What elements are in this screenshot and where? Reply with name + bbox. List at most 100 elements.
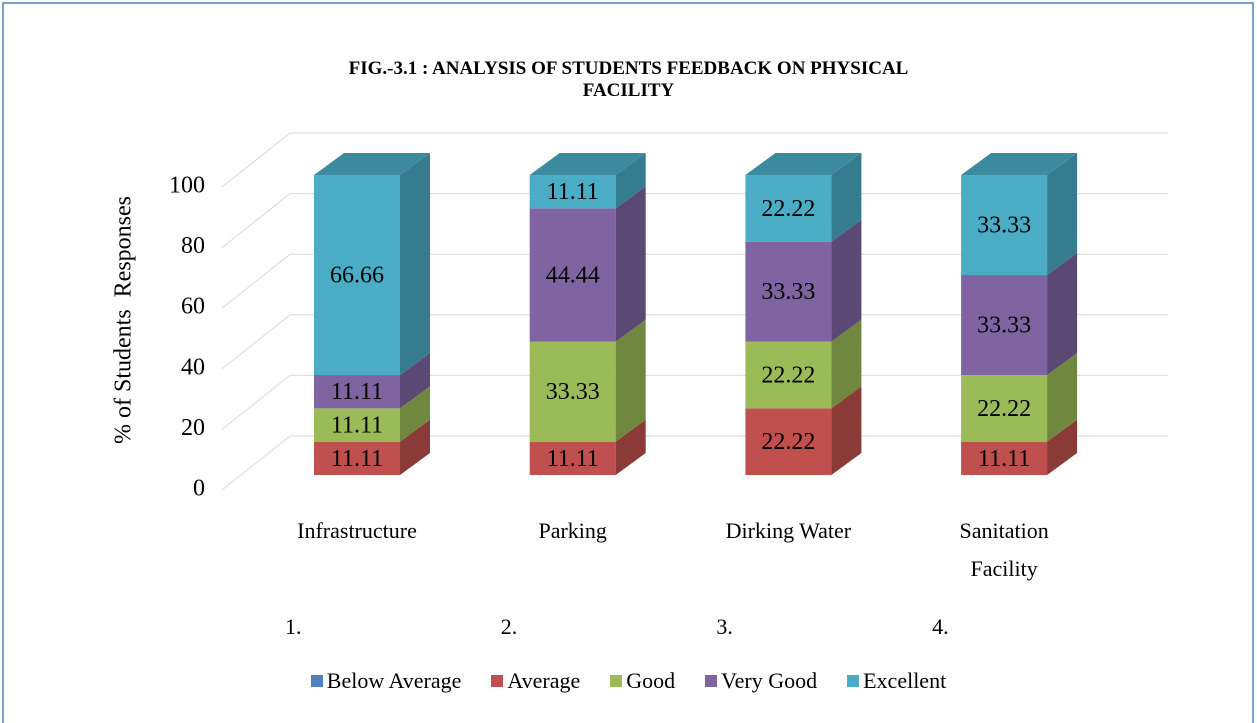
bar-segment [314,153,430,376]
bar-side [400,153,430,376]
bar-front [529,441,616,475]
bar-side [615,319,646,442]
bar-segment [529,419,646,475]
grid-line [221,314,1168,370]
legend-item: Good [610,668,675,694]
bar-front [745,341,832,409]
bar-front [314,441,400,475]
legend-item: Below Average [310,668,462,694]
legend-swatch [610,675,623,687]
bar-side [831,386,862,475]
bar-segment [961,419,1078,475]
y-tick-label: 60 [181,294,205,320]
legend-label: Average [507,668,581,693]
x-tick-label: Dirking Water [725,518,852,543]
bar-side [831,153,862,242]
bar-segment [961,153,1078,276]
legend-swatch [491,675,504,687]
data-label: 22.22 [977,396,1031,422]
data-label: 11.11 [547,179,599,205]
bar-segment [745,153,862,242]
bar-side [615,419,646,475]
grid-line [221,132,1168,188]
bar-segment [314,386,430,442]
bar-front [314,175,400,376]
data-label: 33.33 [977,313,1031,339]
legend-swatch [705,675,718,687]
data-label: 11.11 [331,379,383,405]
x-tick-label: Sanitation Facility [959,518,1049,581]
bar-front [961,375,1048,442]
category-number: 4. [932,614,949,639]
legend: Below Average Average Good Very Good Excelle… [0,668,1257,694]
bar-front [314,408,400,442]
bar-side [1047,419,1078,475]
grid-line [221,193,1168,248]
grid-line [221,435,1168,491]
bar-top [745,153,862,176]
grid-line [221,253,1168,309]
bar-top [961,153,1078,176]
data-label: 22.22 [761,363,815,389]
category-number: 1. [285,614,302,639]
bar-front [529,341,616,442]
bar-segment [529,319,646,442]
bar-segment [745,219,862,342]
chart-title: FIG.-3.1 : ANALYSIS OF STUDENTS FEEDBACK… [348,58,909,101]
bar-segment [314,353,430,409]
y-tick-label: 20 [181,415,205,441]
x-tick-label: Parking [538,518,607,543]
legend-label: Good [626,668,676,693]
legend-label: Very Good [721,668,818,693]
data-label: 44.44 [546,263,600,289]
category-number: 3. [716,614,733,639]
bar-front [961,441,1048,475]
bar-side [615,153,646,209]
bar-top [529,153,646,176]
bar-front [745,408,832,475]
bar-side [400,419,430,475]
bar-segment [961,353,1078,442]
data-label: 33.33 [977,213,1031,239]
data-label: 22.22 [761,429,815,455]
bar-side [1047,353,1078,442]
bar-side [1047,153,1078,276]
legend-item: Average [491,668,580,694]
bar-front [529,208,616,342]
bar-segment [529,186,646,342]
bar-segment [529,153,646,209]
y-tick-label: 0 [193,476,205,502]
data-label: 11.11 [978,446,1030,472]
y-tick-label: 40 [181,354,205,380]
data-label: 33.33 [761,279,815,305]
legend-label: Excellent [863,668,947,693]
data-label: 11.11 [547,446,599,472]
bar-front [745,175,832,242]
legend-label: Below Average [326,668,462,693]
bar-front [529,175,616,209]
y-tick-label: 100 [169,173,205,199]
bar-segment [745,319,862,409]
y-axis-title: % of Students Responses [111,196,137,444]
bar-side [615,186,646,342]
bar-front [745,241,832,342]
bar-side [831,319,862,409]
data-label: 33.33 [546,379,600,405]
data-label: 11.11 [331,413,383,439]
bar-side [400,353,430,409]
bar-front [314,375,400,409]
data-label: 22.22 [761,196,815,222]
bar-front [961,175,1048,276]
legend-swatch [847,675,860,687]
grid-line [221,374,1168,430]
data-label: 66.66 [330,263,384,289]
bar-front [961,275,1048,376]
x-tick-label: Infrastructure [297,518,417,543]
bar-segment [961,253,1078,376]
bar-top [314,153,430,176]
legend-swatch [310,675,323,687]
bar-side [1047,253,1078,376]
bar-segment [314,419,430,475]
